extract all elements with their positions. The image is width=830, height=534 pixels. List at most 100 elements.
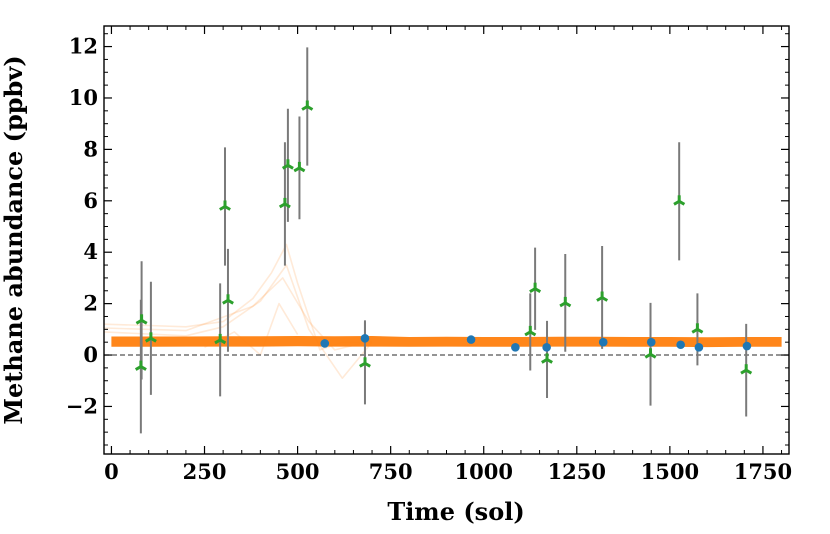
x-tick-label: 1750	[734, 459, 792, 484]
x-tick-label: 500	[276, 459, 320, 484]
spike-point	[278, 197, 291, 209]
tri-arm	[222, 299, 229, 305]
x-tick-label: 1500	[641, 459, 699, 484]
tri-arm	[301, 105, 309, 111]
tri-arm	[219, 205, 226, 211]
background-point	[542, 343, 551, 352]
spike-point	[144, 332, 157, 343]
tri-arm	[144, 337, 152, 343]
y-tick-label: 6	[83, 188, 98, 213]
y-tick-label: 4	[83, 239, 98, 264]
tri-arm	[293, 166, 301, 173]
tri-arm	[150, 337, 157, 343]
spike-point	[559, 296, 572, 308]
spike-point	[740, 364, 753, 375]
tri-arm	[596, 296, 603, 302]
y-tick-label: −2	[66, 393, 98, 418]
tri-arm	[298, 166, 306, 173]
spike-point	[222, 294, 234, 305]
tri-arm	[135, 319, 143, 325]
tri-arm	[564, 301, 572, 308]
tri-arm	[691, 328, 699, 334]
spike-point	[281, 159, 294, 170]
tri-arm	[306, 105, 314, 111]
plot-background	[104, 26, 789, 454]
spike-point	[301, 100, 314, 111]
tri-arm	[678, 200, 686, 206]
tri-arm	[364, 362, 371, 368]
tri-arm	[281, 164, 289, 170]
tri-arm	[649, 353, 657, 359]
tri-arm	[673, 200, 680, 206]
y-tick-label: 12	[69, 34, 98, 59]
tri-arm	[227, 299, 234, 305]
x-tick-labels: 0 250 500 750 1000 1250 1500 1750	[104, 459, 792, 484]
tri-arm	[529, 287, 536, 293]
spike-point	[596, 291, 609, 302]
spike-point	[673, 195, 686, 206]
background-point	[466, 335, 476, 344]
x-tick-label: 0	[104, 459, 119, 484]
tri-arm	[529, 330, 537, 337]
axis-ticks	[104, 26, 789, 454]
spike-point	[134, 360, 147, 371]
background-point	[646, 337, 656, 347]
background-point	[598, 337, 608, 347]
tri-arm	[601, 296, 609, 302]
spike-point	[529, 282, 542, 293]
tri-arm	[224, 205, 231, 211]
background-point	[511, 343, 520, 352]
y-tick-label: 10	[69, 85, 98, 110]
tri-arm	[559, 301, 567, 308]
model-outlier-trace-1	[104, 264, 373, 380]
tri-arm	[214, 338, 221, 345]
x-tick-label: 750	[369, 459, 413, 484]
tri-arm	[534, 287, 542, 293]
spike-point	[293, 161, 306, 173]
tri-arm	[278, 202, 286, 209]
tri-arm	[134, 365, 142, 371]
x-axis-label: Time (sol)	[387, 497, 524, 526]
background-point	[742, 341, 752, 351]
tri-arm	[140, 365, 147, 371]
x-tick-label: 1000	[455, 459, 513, 484]
spike-point	[541, 353, 553, 364]
tri-arm	[287, 164, 294, 170]
tri-arm	[524, 330, 532, 337]
x-tick-label: 250	[183, 459, 227, 484]
tri-arm	[745, 368, 753, 375]
spike-point	[214, 333, 227, 345]
model-sample-band	[104, 243, 782, 380]
y-tick-label: 0	[83, 342, 98, 367]
spike-point	[644, 348, 657, 359]
tri-arm	[140, 319, 148, 325]
tri-arm	[546, 358, 553, 364]
spike-point	[524, 325, 537, 337]
tri-arm	[644, 353, 652, 359]
spike-point	[219, 200, 231, 211]
tri-arm	[740, 368, 747, 375]
y-tick-labels: −2 0 2 4 6 8 10 12	[66, 34, 98, 419]
spike-point	[135, 314, 148, 325]
x-tick-label: 1250	[548, 459, 606, 484]
spike-point	[359, 357, 371, 368]
tri-arm	[359, 362, 366, 368]
background-point	[320, 339, 330, 348]
model-outlier-trace-0	[104, 243, 372, 351]
background-point	[694, 343, 704, 352]
tri-arm	[284, 202, 291, 209]
background-point	[676, 340, 685, 350]
background-point	[360, 334, 370, 343]
y-tick-label: 8	[83, 136, 98, 161]
y-axis-label: Methane abundance (ppbv)	[0, 55, 28, 424]
spike-point	[691, 323, 704, 334]
model-sample-envelope	[111, 336, 782, 348]
tri-arm	[696, 328, 704, 334]
y-tick-label: 2	[83, 291, 98, 316]
model-outlier-trace-2	[104, 277, 373, 351]
tri-arm	[219, 338, 227, 345]
tri-arm	[541, 358, 548, 364]
data-points	[134, 100, 753, 375]
